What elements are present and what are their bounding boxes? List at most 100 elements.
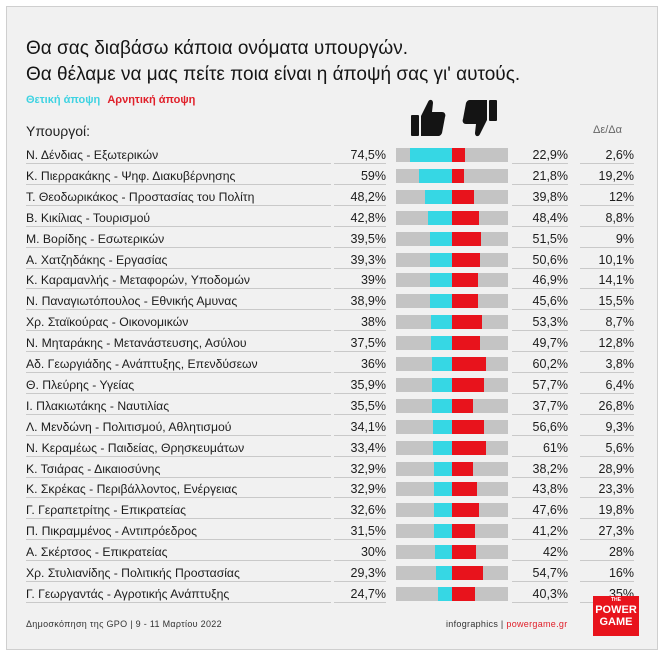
negative-bar xyxy=(452,252,481,267)
minister-name: Θ. Πλεύρης - Υγείας xyxy=(26,376,331,394)
minister-name: Κ. Καραμανλής - Μεταφορών, Υποδομών xyxy=(26,271,331,290)
negative-bar xyxy=(452,524,476,539)
negative-value: 57,7% xyxy=(512,376,568,394)
positive-bar xyxy=(431,377,452,392)
negative-value: 39,8% xyxy=(512,188,568,206)
legend: Θετική άποψη Αρνητική άποψη xyxy=(26,94,195,106)
negative-value: 51,5% xyxy=(512,230,568,248)
difference-value: 26,8% xyxy=(580,397,634,415)
table-row: Θ. Πλεύρης - Υγείας 35,9% 57,7% 6,4% xyxy=(0,376,666,394)
minister-name: Ν. Μηταράκης - Μετανάστευσης, Ασύλου xyxy=(26,334,331,353)
table-row: Π. Πικραμμένος - Αντιπρόεδρος 31,5% 41,2% 2… xyxy=(0,522,666,541)
minister-name: Χρ. Σταϊκούρας - Οικονομικών xyxy=(26,313,331,332)
table-row: Κ. Πιερρακάκης - Ψηφ. Διακυβέρνησης 59% 21… xyxy=(0,167,666,185)
minister-name: Κ. Τσιάρας - Δικαιοσύνης xyxy=(26,460,331,478)
difference-value: 12,8% xyxy=(580,334,634,353)
positive-value: 39% xyxy=(334,271,386,290)
positive-value: 35,5% xyxy=(334,397,386,415)
difference-value: 3,8% xyxy=(580,355,634,373)
positive-bar xyxy=(435,566,452,580)
title-line-1: Θα σας διαβάσω κάποια ονόματα υπουργών. xyxy=(26,38,409,59)
minister-name: Ν. Παναγιωτόπουλος - Εθνικής Αμυνας xyxy=(26,292,331,311)
positive-bar xyxy=(429,231,452,246)
negative-value: 40,3% xyxy=(512,585,568,603)
table-row: Ι. Πλακιωτάκης - Ναυτιλίας 35,5% 37,7% 26,8… xyxy=(0,397,666,415)
positive-value: 30% xyxy=(334,543,386,562)
footer-credit-prefix: infographics | xyxy=(446,619,504,629)
positive-bar xyxy=(433,482,452,497)
infographic-panel xyxy=(6,6,658,650)
column-header-difference: Δε/Δα xyxy=(593,124,623,136)
table-row: Μ. Βορίδης - Εσωτερικών 39,5% 51,5% 9% xyxy=(0,230,666,248)
minister-name: Κ. Σκρέκας - Περιβάλλοντος, Ενέργειας xyxy=(26,480,331,499)
difference-value: 27,3% xyxy=(580,522,634,541)
positive-bar xyxy=(433,503,452,518)
positive-value: 33,4% xyxy=(334,439,386,457)
negative-bar xyxy=(452,461,474,476)
positive-bar xyxy=(434,524,452,539)
minister-name: Γ. Γεραπετρίτης - Επικρατείας xyxy=(26,501,331,520)
minister-name: Αδ. Γεωργιάδης - Ανάπτυξης, Επενδύσεων xyxy=(26,355,331,373)
minister-name: Ν. Κεραμέως - Παιδείας, Θρησκευμάτων xyxy=(26,439,331,457)
legend-negative: Αρνητική άποψη xyxy=(107,94,196,106)
minister-name: Π. Πικραμμένος - Αντιπρόεδρος xyxy=(26,522,331,541)
positive-bar xyxy=(430,273,452,288)
negative-value: 61% xyxy=(512,439,568,457)
title-line-2: Θα θέλαμε να μας πείτε ποια είναι η άποψ… xyxy=(26,64,521,85)
negative-value: 43,8% xyxy=(512,480,568,499)
negative-value: 56,6% xyxy=(512,418,568,436)
negative-bar xyxy=(452,336,480,351)
difference-value: 28,9% xyxy=(580,460,634,478)
negative-value: 45,6% xyxy=(512,292,568,311)
table-row: Τ. Θεοδωρικάκος - Προστασίας του Πολίτη 4… xyxy=(0,188,666,206)
negative-bar xyxy=(452,294,478,309)
positive-bar xyxy=(431,357,452,371)
minister-name: Κ. Πιερρακάκης - Ψηφ. Διακυβέρνησης xyxy=(26,167,331,185)
negative-value: 48,4% xyxy=(512,209,568,227)
positive-value: 37,5% xyxy=(334,334,386,353)
positive-bar xyxy=(433,461,452,476)
difference-value: 9,3% xyxy=(580,418,634,436)
positive-bar xyxy=(431,336,452,351)
minister-name: Λ. Μενδώνη - Πολιτισμού, Αθλητισμού xyxy=(26,418,331,436)
difference-value: 28% xyxy=(580,543,634,562)
difference-value: 12% xyxy=(580,188,634,206)
positive-value: 24,7% xyxy=(334,585,386,603)
positive-value: 74,5% xyxy=(334,146,386,164)
table-row: Ν. Δένδιας - Εξωτερικών 74,5% 22,9% 2,6% xyxy=(0,146,666,164)
difference-value: 8,8% xyxy=(580,209,634,227)
positive-value: 31,5% xyxy=(334,522,386,541)
difference-value: 6,4% xyxy=(580,376,634,394)
positive-bar xyxy=(430,294,452,309)
table-row: Α. Χατζηδάκης - Εργασίας 39,3% 50,6% 10,1% xyxy=(0,251,666,269)
negative-value: 46,9% xyxy=(512,271,568,290)
negative-bar xyxy=(452,315,482,330)
negative-value: 50,6% xyxy=(512,251,568,269)
positive-value: 34,1% xyxy=(334,418,386,436)
minister-name: Τ. Θεοδωρικάκος - Προστασίας του Πολίτη xyxy=(26,188,331,206)
negative-value: 53,3% xyxy=(512,313,568,332)
positive-value: 38,9% xyxy=(334,292,386,311)
table-row: Ν. Κεραμέως - Παιδείας, Θρησκευμάτων 33,4… xyxy=(0,439,666,457)
difference-value: 23,3% xyxy=(580,480,634,499)
difference-value: 8,7% xyxy=(580,313,634,332)
negative-bar xyxy=(452,566,483,580)
difference-value: 14,1% xyxy=(580,271,634,290)
negative-value: 37,7% xyxy=(512,397,568,415)
table-row: Ν. Παναγιωτόπουλος - Εθνικής Αμυνας 38,9%… xyxy=(0,292,666,311)
difference-value: 5,6% xyxy=(580,439,634,457)
difference-value: 19,2% xyxy=(580,167,634,185)
footer-source: Δημοσκόπηση της GPO | 9 - 11 Μαρτίου 202… xyxy=(26,619,222,629)
minister-name: Α. Χατζηδάκης - Εργασίας xyxy=(26,251,331,269)
table-row: Χρ. Σταϊκούρας - Οικονομικών 38% 53,3% 8,7% xyxy=(0,313,666,332)
negative-value: 47,6% xyxy=(512,501,568,520)
table-row: Α. Σκέρτσος - Επικρατείας 30% 42% 28% xyxy=(0,543,666,562)
positive-bar xyxy=(418,168,452,183)
thumbs-down-icon xyxy=(462,100,497,137)
legend-positive: Θετική άποψη xyxy=(26,94,101,106)
positive-bar xyxy=(428,210,452,225)
footer-credit: infographics | powergame.gr xyxy=(446,619,568,629)
positive-value: 42,8% xyxy=(334,209,386,227)
positive-value: 36% xyxy=(334,355,386,373)
negative-bar xyxy=(452,168,465,183)
